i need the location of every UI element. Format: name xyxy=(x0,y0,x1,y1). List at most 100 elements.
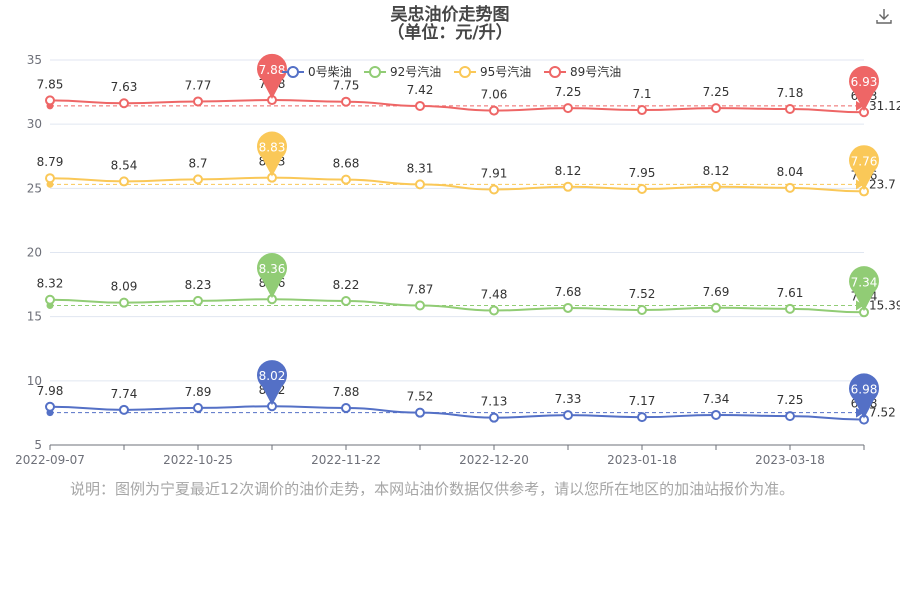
legend-label: 0号柴油 xyxy=(308,65,352,79)
average-label: 15.39 xyxy=(869,299,900,313)
chart-subtitle: （单位：元/升） xyxy=(387,22,512,43)
legend[interactable]: 0号柴油 92号汽油 95号汽油 89号汽油 xyxy=(282,64,621,79)
legend-label: 92号汽油 xyxy=(390,64,441,79)
data-label: 7.13 xyxy=(481,395,508,409)
data-point xyxy=(637,412,647,423)
data-point xyxy=(637,105,647,116)
min-pin-label: 7.76 xyxy=(851,154,878,168)
average-label: 23.7 xyxy=(869,177,896,191)
data-label: 8.7 xyxy=(188,156,207,170)
data-point xyxy=(119,176,129,187)
data-label: 7.69 xyxy=(703,285,730,299)
data-label: 7.98 xyxy=(37,384,64,398)
x-tick-label: 2022-09-07 xyxy=(15,453,85,467)
legend-label: 95号汽油 xyxy=(480,64,531,79)
data-label: 7.17 xyxy=(629,394,656,408)
data-label: 8.04 xyxy=(777,165,804,179)
max-pin-label: 8.83 xyxy=(259,141,286,155)
average-label: 31.12 xyxy=(869,99,900,113)
data-point xyxy=(119,98,129,109)
series-layer: 7.527.987.747.898.027.887.527.137.337.17… xyxy=(37,53,900,425)
data-label: 8.09 xyxy=(111,280,138,294)
data-label: 7.18 xyxy=(777,86,804,100)
axes: 2022-09-07 2022-10-25 2022-11-22 2022-12-20… xyxy=(15,444,865,467)
data-point xyxy=(785,411,795,422)
data-point xyxy=(711,103,721,114)
data-point xyxy=(563,103,573,114)
data-point xyxy=(415,407,425,418)
legend-item[interactable]: 92号汽油 xyxy=(364,64,441,79)
data-point xyxy=(45,294,55,305)
data-point xyxy=(193,402,203,413)
data-point xyxy=(341,403,351,414)
data-label: 8.54 xyxy=(111,158,138,172)
data-label: 7.52 xyxy=(407,390,434,404)
min-pin xyxy=(849,373,880,419)
data-label: 7.77 xyxy=(185,78,212,92)
min-pin xyxy=(849,66,880,112)
data-label: 7.74 xyxy=(111,387,138,401)
max-pin xyxy=(257,360,287,406)
grid-lines: 5 10 15 20 25 30 35 xyxy=(27,53,864,452)
legend-item[interactable]: 0号柴油 xyxy=(282,65,352,79)
data-label: 7.25 xyxy=(777,393,804,407)
series-89号汽油: 31.12 7.85 7.63 7.77 7.88 7.75 7.42 7.06 7.25 7.1… xyxy=(37,53,900,118)
data-point xyxy=(45,95,55,106)
data-label: 7.1 xyxy=(632,87,651,101)
legend-item[interactable]: 95号汽油 xyxy=(454,64,531,79)
data-point xyxy=(193,96,203,107)
max-pin xyxy=(257,253,287,299)
data-point xyxy=(711,302,721,313)
series-line xyxy=(49,405,865,421)
series-line xyxy=(49,99,865,114)
average-line-arrow xyxy=(856,300,864,311)
data-label: 7.25 xyxy=(703,85,730,99)
data-label: 7.91 xyxy=(481,166,508,180)
data-label: 7.68 xyxy=(555,285,582,299)
legend-marker xyxy=(287,66,299,78)
data-label: 7.25 xyxy=(555,85,582,99)
data-label: 8.68 xyxy=(333,157,360,171)
y-tick-label: 20 xyxy=(27,246,42,260)
data-point xyxy=(119,404,129,415)
y-tick-label: 15 xyxy=(27,310,42,324)
legend-item[interactable]: 89号汽油 xyxy=(544,64,621,79)
legend-marker xyxy=(459,66,471,78)
y-tick-label: 30 xyxy=(27,117,42,131)
min-pin-label: 6.93 xyxy=(851,75,878,89)
y-tick-label: 10 xyxy=(27,374,42,388)
data-label: 7.85 xyxy=(37,77,64,91)
data-label: 7.34 xyxy=(703,392,730,406)
min-pin-label: 7.34 xyxy=(851,275,878,289)
data-label: 7.33 xyxy=(555,392,582,406)
data-label: 8.12 xyxy=(555,164,582,178)
average-label: 7.52 xyxy=(869,406,896,420)
average-line-arrow xyxy=(856,100,864,111)
max-pin xyxy=(257,131,287,177)
data-label: 7.75 xyxy=(333,79,360,93)
data-point xyxy=(563,302,573,313)
data-point xyxy=(637,183,647,194)
min-pin xyxy=(849,266,880,312)
series-line xyxy=(49,298,865,314)
data-label: 8.32 xyxy=(37,277,64,291)
x-tick-label: 2023-03-18 xyxy=(755,453,825,467)
data-label: 8.23 xyxy=(185,278,212,292)
legend-marker xyxy=(549,66,561,78)
data-label: 8.12 xyxy=(703,164,730,178)
chart-title: 吴忠油价走势图 xyxy=(391,4,510,25)
max-pin-label: 8.02 xyxy=(259,369,286,383)
data-point xyxy=(415,179,425,190)
data-point xyxy=(193,295,203,306)
data-point xyxy=(45,401,55,412)
data-point xyxy=(489,105,499,116)
y-tick-label: 25 xyxy=(27,181,42,195)
data-point xyxy=(711,409,721,420)
x-tick-label: 2022-10-25 xyxy=(163,453,233,467)
download-icon[interactable] xyxy=(874,6,894,26)
min-pin xyxy=(849,145,880,191)
data-label: 7.95 xyxy=(629,166,656,180)
data-label: 7.52 xyxy=(629,287,656,301)
data-point xyxy=(45,173,55,184)
